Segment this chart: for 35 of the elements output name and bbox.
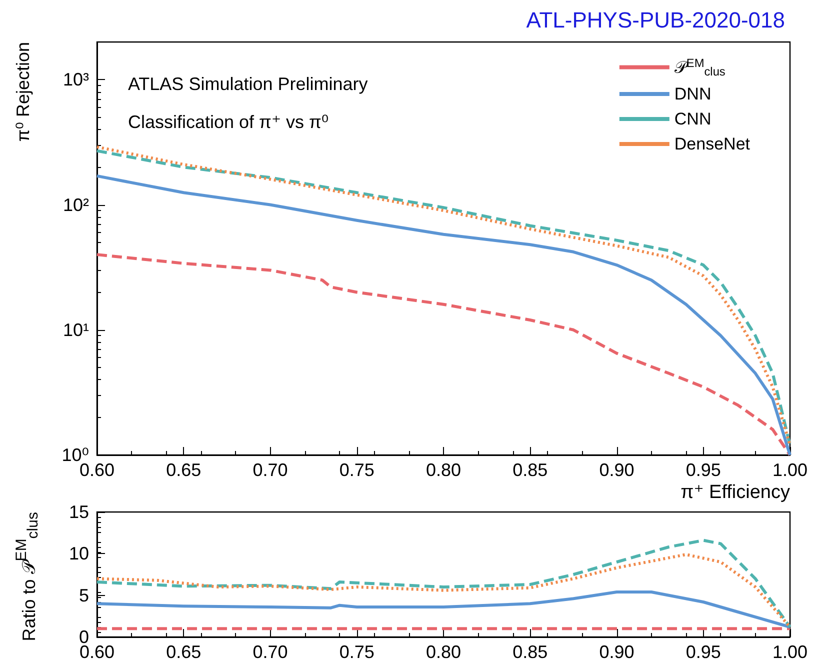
y-axis-title: π⁰ Rejection	[13, 42, 33, 142]
legend-label: CNN	[674, 110, 712, 128]
x-tick-label: 0.70	[252, 642, 288, 662]
x-tick-label: 0.85	[512, 642, 548, 662]
x-tick-label: 0.65	[166, 642, 202, 662]
legend-label: DenseNet	[674, 134, 750, 154]
x-tick-label: 1.00	[772, 642, 808, 662]
y-tick-label: 10	[68, 544, 89, 564]
x-axis-title: π⁺ Efficiency	[680, 482, 790, 503]
x-tick-label: 0.70	[252, 460, 288, 480]
x-tick-label: 0.80	[426, 460, 462, 480]
x-tick-label: 0.85	[512, 460, 548, 480]
y-tick-label: 10²	[62, 194, 90, 215]
x-tick-label: 0.90	[599, 642, 634, 662]
x-tick-label: 0.95	[686, 460, 721, 480]
x-tick-label: 0.60	[79, 642, 115, 662]
x-tick-label: 0.60	[79, 460, 115, 480]
legend-label: DNN	[674, 84, 712, 104]
x-tick-label: 0.75	[339, 642, 374, 662]
x-tick-label: 0.95	[686, 642, 721, 662]
x-tick-label: 0.80	[426, 642, 462, 662]
x-tick-label: 1.00	[772, 460, 808, 480]
x-tick-label: 0.75	[339, 460, 374, 480]
line-series	[96, 538, 792, 628]
annotation: ATLAS Simulation Preliminary	[128, 74, 368, 94]
line-series	[96, 590, 792, 628]
y-tick-label: 10³	[62, 70, 90, 90]
line-series	[96, 553, 792, 628]
annotation: Classification of π⁺ vs π⁰	[128, 112, 329, 132]
x-tick-label: 0.65	[166, 460, 202, 480]
x-tick-label: 0.90	[599, 460, 634, 480]
y-tick-label: 15	[68, 502, 89, 522]
y-tick-label: 5	[78, 585, 89, 606]
chart-title: ATL-PHYS-PUB-2020-018	[526, 8, 785, 32]
y-tick-label: 10¹	[62, 320, 90, 340]
